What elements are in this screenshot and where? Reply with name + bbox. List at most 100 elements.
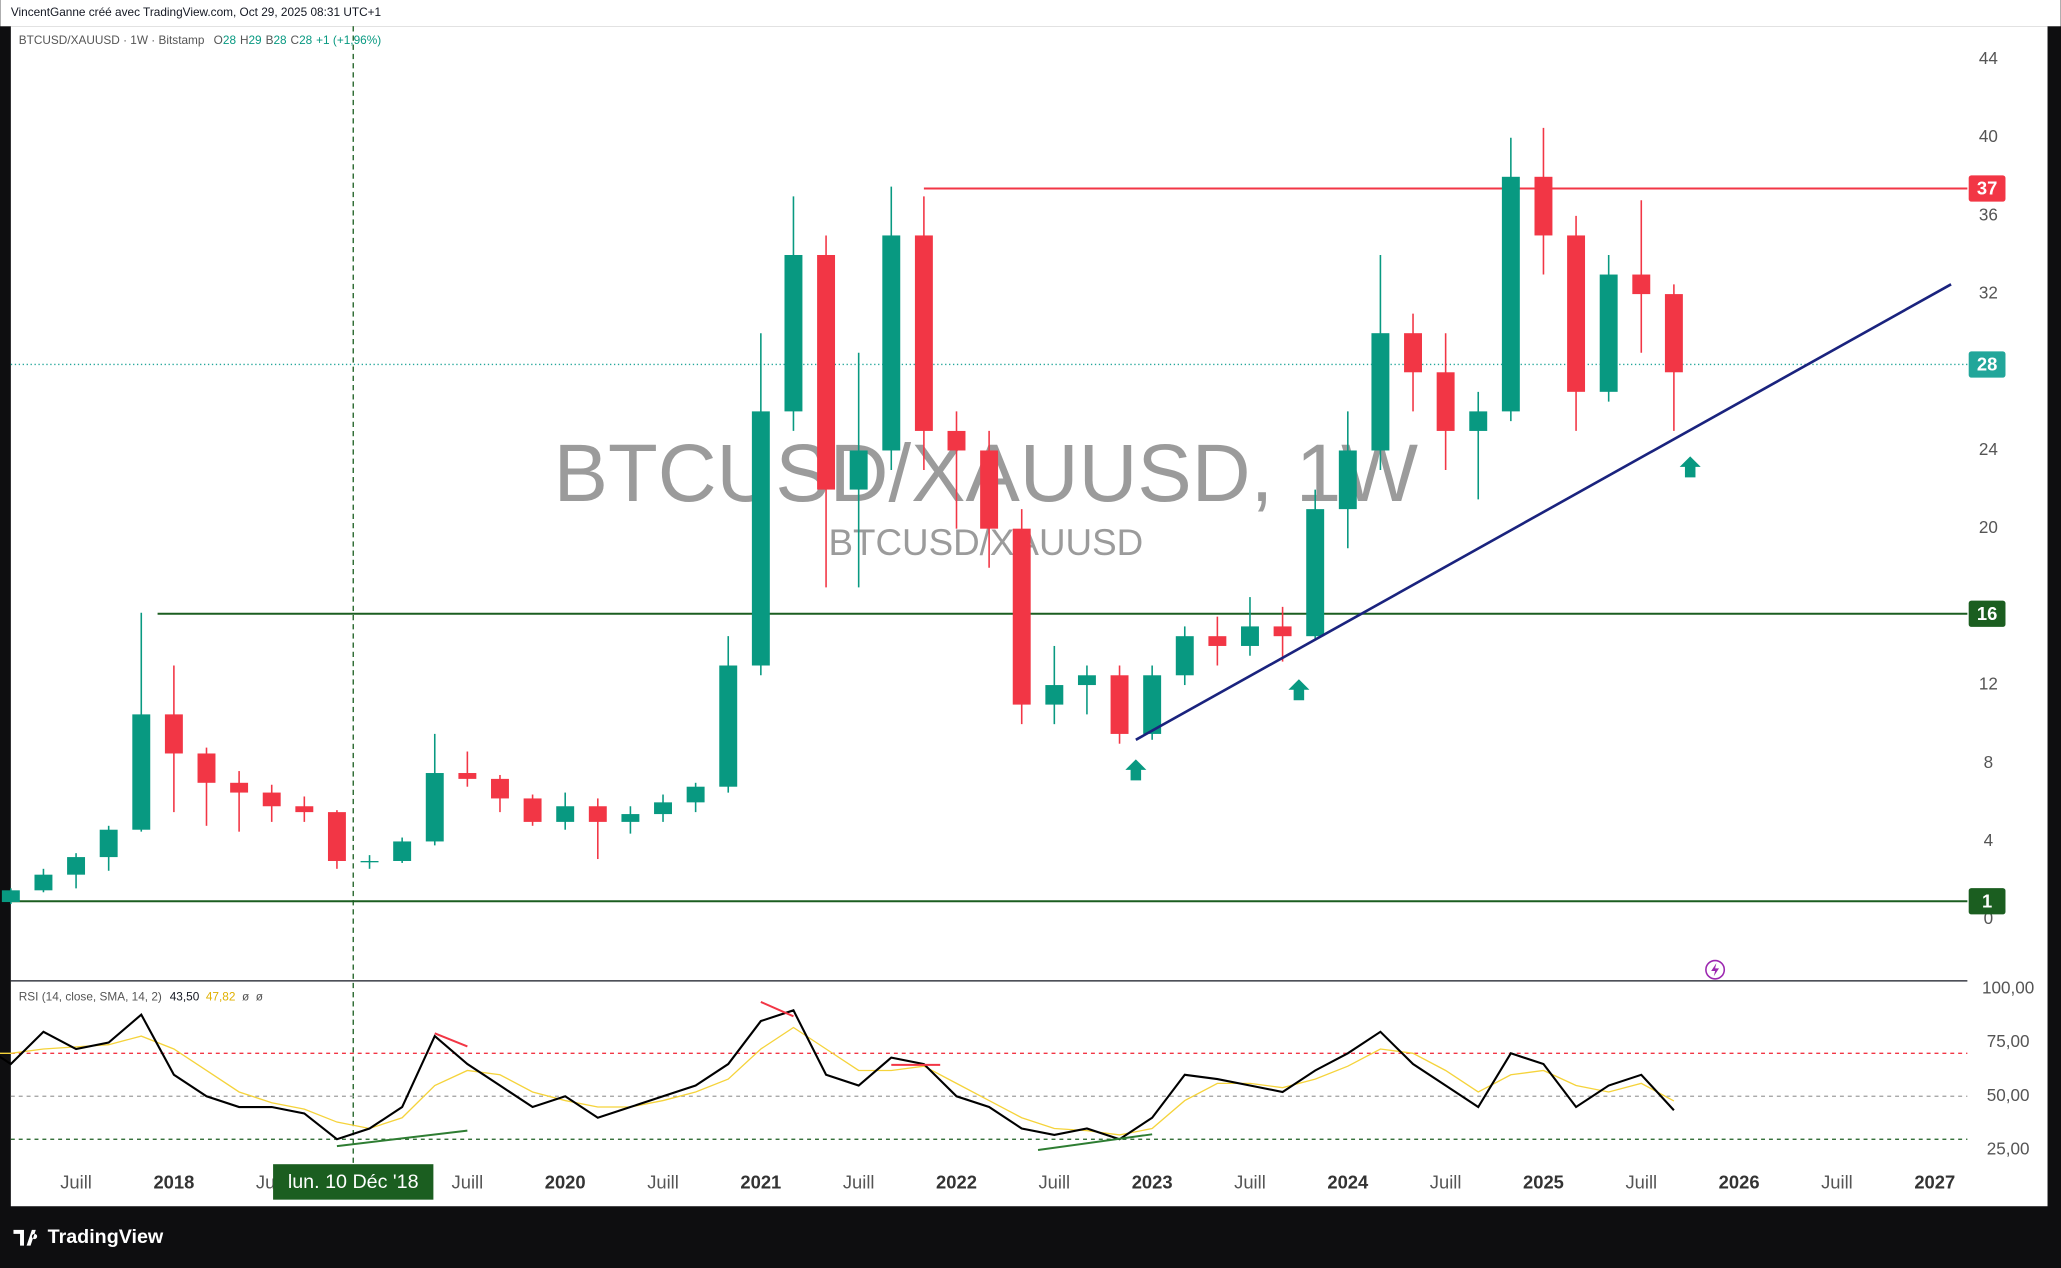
y-tick-label: 8 [1984, 753, 1993, 772]
candle-body [393, 841, 412, 861]
legend-text: C [291, 33, 300, 47]
brand: TradingView [48, 1226, 164, 1248]
candle-body [849, 450, 868, 490]
legend-text: 28 [223, 33, 237, 47]
candle-body [1371, 333, 1390, 451]
x-tick-label: Juill [647, 1172, 679, 1193]
rsi-line [0, 1026, 1675, 1136]
candle-body [817, 254, 836, 490]
candle-body [1, 890, 20, 903]
candle-body [1110, 675, 1129, 734]
candle-body [262, 792, 281, 807]
brand-logo [13, 1229, 38, 1246]
x-tick-label: 2021 [740, 1172, 781, 1193]
candle-body [1632, 274, 1651, 295]
divergence-line [1037, 1133, 1153, 1151]
candle-body [947, 430, 966, 451]
level-badge [1968, 351, 2006, 378]
candle-body [654, 802, 672, 815]
candle-body [1012, 528, 1031, 705]
x-tick-label: Juill [452, 1172, 484, 1193]
candle-body [719, 665, 738, 787]
legend-text: O [214, 33, 223, 47]
legend-text: H [240, 33, 249, 47]
candle-body [1045, 685, 1064, 705]
rsi-legend: 43,50 [170, 989, 200, 1003]
x-tick-label: 2025 [1523, 1172, 1564, 1193]
candle-body [458, 773, 477, 779]
x-tick-label: 2027 [1914, 1172, 1955, 1193]
x-tick-label: Juill [1625, 1172, 1657, 1193]
candle-body [686, 786, 705, 803]
candle-body [1436, 372, 1455, 431]
legend-text: 28 [273, 33, 287, 47]
y-tick-label: 0 [1984, 909, 1993, 928]
rsi-legend: 47,82 [206, 989, 236, 1003]
y-tick-label: 36 [1979, 205, 1998, 224]
rsi-legend: ø [242, 989, 249, 1003]
candle-body [230, 782, 249, 793]
divergence-line [760, 1001, 794, 1018]
watermark-subtitle: BTCUSD/XAUUSD [828, 522, 1143, 563]
level-badge [1968, 600, 2006, 627]
rsi-tick-label: 25,00 [1987, 1140, 2030, 1159]
candle-body [914, 235, 933, 431]
x-tick-label: 2023 [1132, 1172, 1173, 1193]
legend-text: BTCUSD/XAUUSD · 1W · Bitstamp [19, 33, 205, 47]
candle-body [751, 411, 770, 666]
candle-body [621, 814, 640, 822]
x-tick-label: Juill [1234, 1172, 1266, 1193]
candle-body [491, 778, 509, 799]
candle-body [980, 450, 999, 529]
rsi-tick-label: 75,00 [1987, 1032, 2030, 1051]
y-tick-label: 32 [1979, 284, 1998, 303]
candle-body [556, 806, 575, 822]
candle-body [1241, 626, 1259, 646]
top-bar [0, 0, 2061, 27]
candle-body [1175, 636, 1194, 676]
candle-body [425, 773, 444, 842]
candle-body [1567, 235, 1586, 392]
level-badge [1968, 175, 2006, 202]
y-tick-label: 44 [1979, 49, 1998, 68]
candle-body [1208, 636, 1227, 646]
level-label: 37 [1977, 178, 1997, 199]
candle-body [327, 812, 346, 861]
x-tick-label: Juill [1821, 1172, 1853, 1193]
candle-body [1306, 509, 1325, 637]
legend-text: B [266, 33, 274, 47]
y-tick-label: 4 [1984, 831, 1993, 850]
candle-body [882, 235, 901, 451]
candle-body [197, 753, 216, 783]
candle-body [67, 857, 86, 875]
rsi-tick-label: 100,00 [1982, 978, 2034, 997]
x-tick-label: 2022 [936, 1172, 977, 1193]
level-label: 28 [1977, 354, 1997, 375]
candle-body [34, 874, 53, 891]
rsi-title: RSI (14, close, SMA, 14, 2) [19, 989, 162, 1003]
candle-body [1664, 294, 1683, 373]
legend-text: 28 [299, 33, 313, 47]
candle-body [1469, 411, 1488, 431]
candle-body [1273, 626, 1292, 637]
x-tick-label: Juill [1430, 1172, 1462, 1193]
legend-text: 29 [248, 33, 262, 47]
candle-body [132, 714, 151, 830]
candle-body [360, 860, 379, 863]
candle-body [99, 829, 118, 858]
level-label: 1 [1982, 890, 1992, 911]
trend-line [1135, 283, 1952, 741]
credit: VincentGanne créé avec TradingView.com, … [11, 5, 381, 19]
candle-body [588, 806, 607, 822]
arrow [1125, 759, 1147, 781]
candle-body [1143, 675, 1162, 734]
alert-icon [1705, 959, 1726, 980]
crosshair-badge [273, 1164, 434, 1200]
x-tick-label: Juill [843, 1172, 875, 1193]
divergence-line [336, 1129, 468, 1148]
candle-body [1077, 675, 1096, 686]
crosshair-label: lun. 10 Déc '18 [288, 1171, 419, 1193]
candle-body [1501, 176, 1520, 412]
